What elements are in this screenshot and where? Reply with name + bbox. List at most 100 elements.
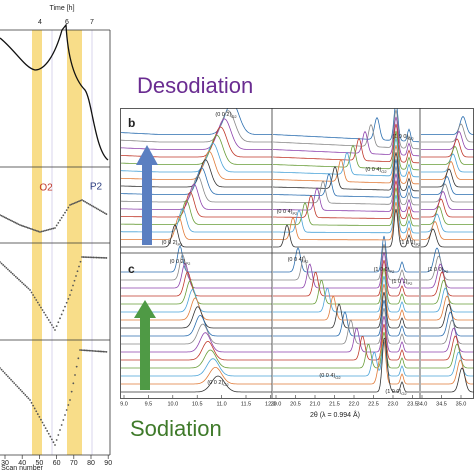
dot (47, 432, 50, 435)
xrd-curve (421, 153, 474, 173)
dot (22, 225, 24, 227)
time-tick: 7 (90, 19, 94, 26)
dot (36, 413, 39, 415)
dot (98, 209, 101, 212)
xrd-curve (273, 201, 419, 241)
xrd-curve (121, 254, 272, 281)
xrd-curve (273, 109, 419, 150)
xrd-curve (421, 327, 474, 353)
dot (33, 407, 36, 410)
phase-label: P2 (90, 182, 103, 193)
dot (16, 222, 18, 225)
xrd-curve (421, 130, 474, 150)
dot (89, 203, 92, 206)
dot (67, 206, 70, 209)
xrd-curve (273, 108, 419, 143)
dot (84, 200, 87, 203)
x-tick-label: 34.0 (417, 401, 428, 407)
dot (9, 219, 12, 222)
xrd-curve (273, 180, 419, 220)
dot (103, 256, 106, 259)
diffraction-curves (121, 108, 474, 393)
dot (103, 350, 106, 353)
phase-label: O2 (39, 183, 53, 194)
desodiation-title: Desodiation (137, 73, 253, 98)
xrd-curve (273, 259, 419, 297)
dot (69, 204, 71, 206)
xrd-curve (121, 271, 272, 297)
dot (98, 256, 101, 259)
xrd-curve (273, 208, 419, 248)
frame (120, 108, 474, 399)
peak-phase: O2 (381, 169, 387, 174)
x-tick-label: 60 (53, 460, 61, 467)
xrd-curve (273, 307, 419, 345)
phase-band (32, 30, 42, 455)
dot (82, 256, 85, 258)
peak-index: (1 0 1) (392, 279, 408, 285)
dot (6, 375, 9, 378)
dot (97, 256, 100, 259)
xrd-curve (273, 251, 419, 289)
x-tick-label: 23.5 (407, 401, 418, 407)
dot (42, 230, 45, 233)
dot (43, 311, 45, 314)
dot (24, 394, 27, 396)
peak-phase: O2 (335, 375, 341, 380)
dot (65, 409, 68, 411)
xrd-curve (273, 123, 419, 164)
dot (44, 314, 47, 316)
dot (89, 349, 92, 352)
dot (73, 202, 76, 205)
dot (24, 284, 27, 287)
x-tick-label: 30 (1, 460, 9, 467)
time-tick: 4 (38, 19, 42, 26)
dot (57, 321, 60, 324)
xrd-curve (421, 335, 474, 361)
dot (62, 214, 65, 217)
dot (89, 256, 92, 259)
dot (22, 283, 25, 286)
peak-phase: P2 (390, 269, 396, 274)
dot (82, 200, 85, 202)
dot (67, 404, 70, 406)
dot (50, 438, 53, 441)
peak-phase: O2 (223, 382, 229, 387)
dot (36, 301, 39, 304)
dot (0, 367, 1, 369)
xrd-curve (121, 110, 272, 143)
dot (21, 390, 24, 393)
phase-band (67, 30, 82, 455)
peak-index: (1 0 0) (374, 267, 390, 273)
dot (6, 268, 9, 271)
peak-labels: (0 0 2)O2(0 0 2)P2(0 0 4)O2(1 0 0)O2(0 0… (162, 112, 450, 396)
dot (95, 207, 98, 210)
peak-label: (1 0 0)O2 (385, 389, 407, 396)
dot (16, 277, 19, 280)
dot (29, 399, 31, 401)
xrd-curve (121, 108, 272, 135)
xrd-curve (273, 194, 419, 234)
x-tick-label: 35.0 (456, 401, 467, 407)
xrd-curve (273, 299, 419, 337)
dot (50, 227, 53, 230)
dot (91, 349, 94, 352)
peak-label: (1 0 1)P2 (400, 240, 422, 247)
xrd-curve (421, 263, 474, 289)
dot (55, 325, 58, 328)
dot (29, 227, 32, 230)
dot (65, 209, 68, 212)
dot (45, 229, 48, 232)
dot (3, 265, 6, 268)
dot (25, 286, 28, 288)
xrd-curve (273, 339, 419, 377)
xrd-curve (421, 367, 474, 393)
peak-index: (0 0 4) (288, 257, 304, 263)
direction-arrow (134, 300, 156, 390)
x-tick-label: 34.5 (436, 401, 447, 407)
dot (59, 317, 61, 320)
peak-index: (0 0 4) (277, 209, 293, 215)
dot (11, 272, 14, 275)
dot (32, 228, 35, 231)
dot (99, 350, 102, 353)
